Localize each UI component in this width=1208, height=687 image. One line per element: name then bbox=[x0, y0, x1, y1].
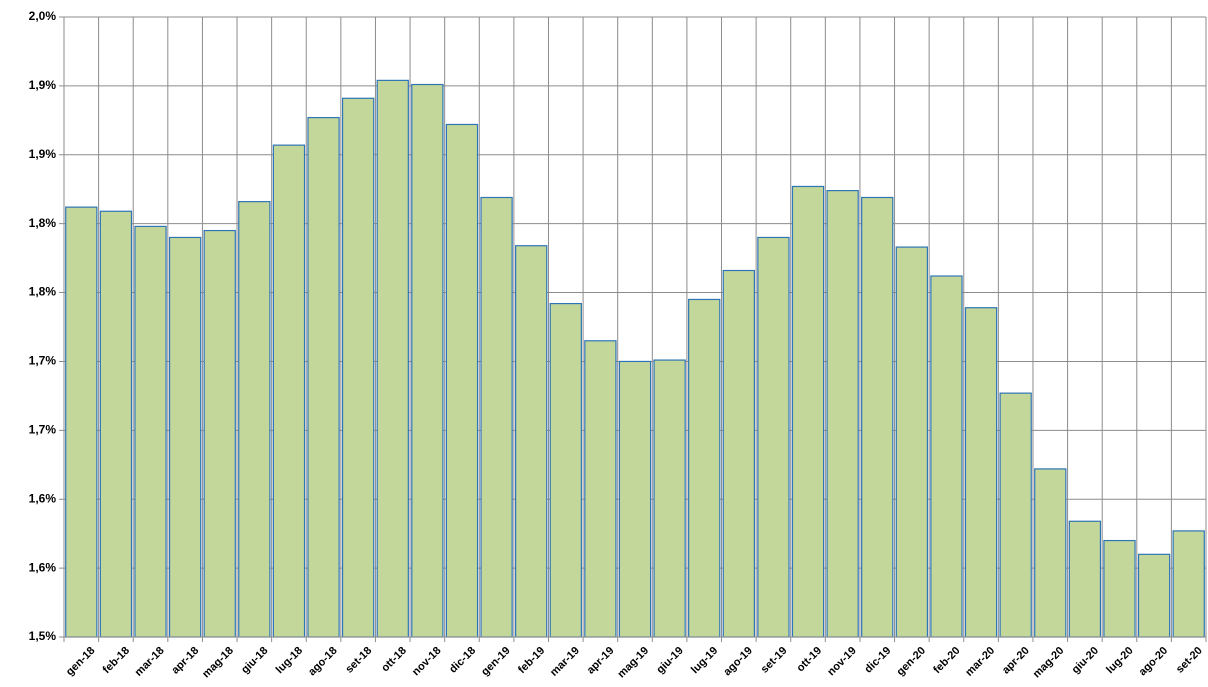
y-tick-label: 1,6% bbox=[29, 491, 57, 505]
x-tick-label: giu-19 bbox=[654, 645, 685, 676]
x-tick-label: dic-18 bbox=[447, 645, 478, 676]
bar bbox=[307, 116, 340, 638]
x-tick-label: giu-18 bbox=[239, 645, 270, 676]
x-tick-label: mar-18 bbox=[133, 645, 167, 679]
y-tick-label: 1,9% bbox=[29, 78, 57, 92]
x-tick-label: gen-19 bbox=[479, 645, 513, 679]
bar bbox=[826, 190, 859, 638]
bar bbox=[618, 360, 652, 638]
y-tick-label: 1,6% bbox=[29, 560, 57, 574]
x-tick-label: nov-19 bbox=[825, 645, 859, 679]
bar bbox=[515, 245, 548, 638]
bar bbox=[203, 229, 236, 638]
bar bbox=[1172, 530, 1205, 638]
bar bbox=[549, 302, 582, 638]
bar bbox=[445, 123, 479, 638]
x-tick-label: mar-19 bbox=[548, 645, 582, 679]
y-tick-label: 1,8% bbox=[29, 285, 57, 299]
x-tick-label: apr-19 bbox=[585, 645, 617, 677]
y-tick-label: 1,9% bbox=[29, 147, 57, 161]
bar bbox=[238, 201, 271, 638]
x-tick-label: mar-20 bbox=[963, 645, 997, 679]
bar bbox=[1068, 520, 1102, 638]
x-tick-label: gen-20 bbox=[894, 645, 928, 679]
bar bbox=[480, 196, 513, 638]
bar bbox=[653, 359, 686, 638]
bar bbox=[134, 225, 167, 638]
x-tick-label: ago-20 bbox=[1137, 645, 1171, 679]
bar bbox=[99, 210, 133, 638]
bar bbox=[272, 144, 306, 638]
x-tick-label: nov-18 bbox=[410, 645, 444, 679]
bar bbox=[1034, 468, 1067, 638]
x-tick-label: feb-20 bbox=[931, 645, 962, 676]
x-tick-label: mag-20 bbox=[1031, 645, 1067, 681]
bar bbox=[895, 246, 929, 638]
x-tick-label: ago-19 bbox=[721, 645, 755, 679]
bar bbox=[930, 275, 963, 638]
y-tick-label: 1,7% bbox=[29, 423, 57, 437]
x-tick-label: set-20 bbox=[1174, 645, 1205, 676]
bar bbox=[584, 340, 617, 638]
bar bbox=[722, 269, 755, 638]
x-tick-label: apr-20 bbox=[1000, 645, 1032, 677]
x-tick-label: lug-20 bbox=[1104, 645, 1135, 676]
x-tick-label: giu-20 bbox=[1070, 645, 1101, 676]
x-tick-label: ago-18 bbox=[306, 645, 340, 679]
bar bbox=[65, 206, 98, 638]
x-tick-label: apr-18 bbox=[169, 645, 201, 677]
x-tick-label: lug-18 bbox=[274, 645, 305, 676]
bar bbox=[861, 196, 894, 638]
bar bbox=[411, 83, 444, 638]
x-tick-label: ott-18 bbox=[379, 645, 409, 675]
bar bbox=[376, 79, 409, 638]
x-tick-label: set-19 bbox=[759, 645, 790, 676]
y-tick-label: 1,8% bbox=[29, 216, 57, 230]
x-tick-label: mag-19 bbox=[615, 645, 651, 681]
bar bbox=[791, 185, 825, 638]
x-tick-label: set-18 bbox=[343, 645, 374, 676]
y-tick-label: 1,7% bbox=[29, 354, 57, 368]
bar bbox=[341, 97, 375, 638]
bar bbox=[757, 236, 790, 638]
bar bbox=[1103, 539, 1136, 638]
bar bbox=[168, 236, 202, 638]
bar bbox=[964, 307, 998, 638]
x-tick-label: mag-18 bbox=[200, 645, 236, 681]
x-tick-label: ott-19 bbox=[795, 645, 825, 675]
x-tick-label: gen-18 bbox=[64, 645, 98, 679]
y-tick-label: 1,5% bbox=[29, 629, 57, 643]
bar bbox=[999, 392, 1032, 638]
x-tick-label: feb-19 bbox=[516, 645, 547, 676]
x-tick-label: feb-18 bbox=[101, 645, 132, 676]
x-tick-label: dic-19 bbox=[862, 645, 893, 676]
bar bbox=[1137, 553, 1171, 638]
x-tick-label: lug-19 bbox=[689, 645, 720, 676]
y-tick-label: 2,0% bbox=[29, 9, 57, 23]
bar bbox=[688, 298, 721, 638]
